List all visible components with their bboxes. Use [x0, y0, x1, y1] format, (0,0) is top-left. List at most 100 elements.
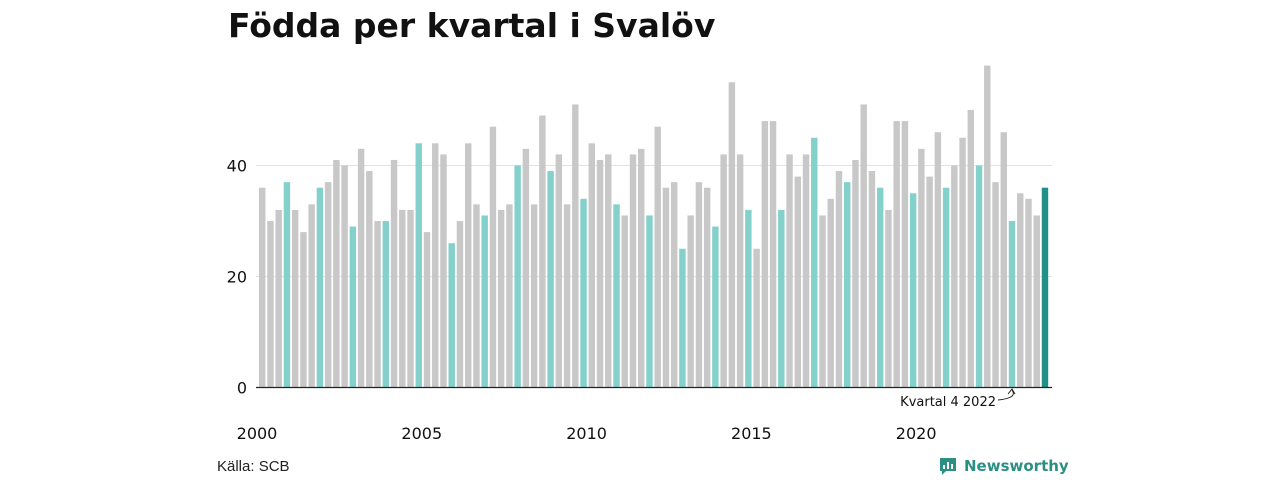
bar — [423, 232, 431, 388]
bar — [918, 148, 925, 388]
bar — [712, 226, 719, 388]
bar — [605, 154, 612, 388]
y-tick-label: 0 — [237, 379, 247, 398]
bar — [390, 159, 398, 388]
bar — [802, 154, 810, 388]
bar — [893, 121, 900, 388]
bar — [1008, 221, 1016, 388]
bar — [572, 104, 579, 388]
bar — [283, 182, 291, 388]
bar — [308, 204, 315, 388]
bar — [448, 243, 455, 388]
bar — [753, 248, 760, 388]
bar — [481, 215, 488, 388]
y-tick-label: 20 — [227, 268, 247, 287]
bar — [259, 187, 266, 388]
bar — [761, 121, 769, 388]
y-tick-label: 40 — [227, 157, 247, 176]
bar — [1017, 193, 1024, 388]
bar — [432, 143, 439, 388]
bar — [835, 171, 843, 388]
bar — [366, 171, 373, 388]
bar — [464, 143, 472, 388]
annotation-label: Kvartal 4 2022 — [900, 395, 996, 410]
bar — [786, 154, 793, 388]
bar — [967, 110, 975, 388]
bar — [703, 187, 711, 388]
bar — [695, 182, 703, 388]
bar — [506, 204, 513, 388]
bar — [440, 154, 447, 388]
x-tick-label: 2005 — [401, 424, 442, 443]
annotation-arrowhead — [1007, 388, 1016, 395]
bar — [720, 154, 727, 388]
bar — [407, 209, 414, 388]
bar — [357, 148, 365, 388]
bar — [596, 159, 604, 388]
bar — [638, 148, 645, 388]
bar — [687, 215, 694, 388]
bar — [473, 204, 480, 388]
annotation: Kvartal 4 2022 — [900, 388, 1016, 410]
bar — [844, 182, 851, 388]
bar — [489, 126, 497, 388]
bar — [811, 137, 818, 388]
bar — [514, 165, 521, 388]
bar — [275, 209, 282, 388]
bar — [909, 193, 917, 388]
bar — [291, 209, 299, 388]
bar — [728, 82, 736, 388]
bar — [975, 165, 983, 388]
bar — [341, 165, 348, 388]
bar — [778, 209, 785, 388]
bar — [934, 132, 942, 388]
bar — [399, 209, 406, 388]
source-label: Källa: SCB — [217, 458, 290, 475]
bar — [415, 143, 422, 388]
bar — [1033, 215, 1040, 388]
bar — [942, 187, 950, 388]
x-tick-label: 2010 — [566, 424, 607, 443]
bar — [539, 115, 546, 388]
bars — [259, 65, 1049, 388]
x-tick-label: 2000 — [237, 424, 278, 443]
bar — [555, 154, 563, 388]
bar — [926, 176, 933, 388]
bar — [1000, 132, 1007, 388]
bar — [876, 187, 884, 388]
bar — [868, 171, 876, 388]
bar — [613, 204, 620, 388]
bar — [1025, 198, 1032, 388]
bar — [629, 154, 637, 388]
bar — [769, 121, 777, 388]
bar — [819, 215, 826, 388]
bar — [324, 182, 332, 388]
newsworthy-logo-icon — [940, 458, 956, 475]
bar — [679, 248, 686, 388]
bar — [951, 165, 958, 388]
bar — [646, 215, 653, 388]
bar — [992, 182, 999, 388]
brand-name: Newsworthy — [964, 457, 1069, 475]
bar — [984, 65, 991, 388]
bar — [374, 221, 381, 388]
bar — [267, 221, 274, 388]
bar — [670, 182, 678, 388]
bar — [827, 198, 834, 388]
bar — [621, 215, 628, 388]
bar — [349, 226, 357, 388]
bar — [959, 137, 966, 388]
chart-title: Födda per kvartal i Svalöv — [228, 6, 716, 45]
bar — [662, 187, 670, 388]
bar — [852, 159, 859, 388]
x-tick-label: 2020 — [896, 424, 937, 443]
bar — [1041, 187, 1049, 388]
axes: 0 20 40 2000 2005 2010 2015 2020 — [227, 157, 1052, 443]
bar — [588, 143, 596, 388]
bar — [547, 171, 554, 388]
bar — [736, 154, 744, 388]
bar — [901, 121, 909, 388]
bar — [333, 159, 340, 388]
bar — [530, 204, 538, 388]
